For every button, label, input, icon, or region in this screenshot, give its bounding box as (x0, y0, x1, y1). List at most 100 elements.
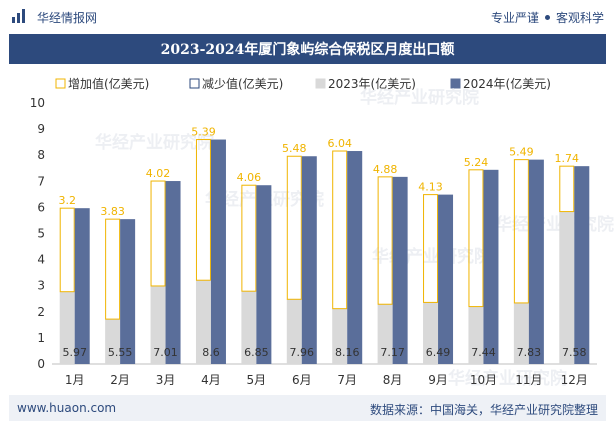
x-tick-label: 9月 (428, 373, 448, 387)
x-tick-label: 11月 (515, 373, 542, 387)
bar-2023 (468, 306, 484, 364)
bar-2023 (332, 308, 348, 364)
legend-label-1: 减少值(亿美元) (202, 76, 283, 91)
bar-2023 (559, 211, 575, 364)
y-tick-label: 3 (37, 279, 45, 293)
footer-source: 数据来源：中国海关，华经产业研究院整理 (369, 403, 598, 417)
bar-increase (150, 180, 166, 287)
bar-increase (559, 165, 575, 213)
value-2024-data-label: 7.96 (290, 346, 315, 359)
footer-website[interactable]: www.huaon.com (17, 401, 117, 415)
y-tick-label: 2 (37, 305, 45, 319)
increase-data-label: 4.13 (418, 181, 443, 194)
increase-data-label: 4.02 (146, 167, 171, 180)
legend-label-2: 2023年(亿美元) (328, 76, 416, 91)
y-tick-label: 8 (37, 148, 45, 162)
bar-2023 (59, 291, 75, 364)
increase-data-label: 5.49 (509, 146, 534, 159)
bar-2023 (423, 302, 439, 364)
bar-2024 (210, 139, 226, 364)
legend-swatch-1 (189, 78, 200, 89)
watermark-text: 华经产业研究院 (448, 368, 567, 389)
legend-swatch-2 (315, 78, 326, 89)
x-tick-label: 10月 (470, 373, 497, 387)
top-bar: 华经情报网 专业严谨 客观科学 (0, 0, 615, 34)
bar-2023 (241, 291, 257, 364)
bar-increase (377, 176, 393, 305)
slogan-left: 专业严谨 (490, 11, 539, 25)
bar-2024 (165, 181, 181, 364)
increase-data-label: 1.74 (555, 152, 580, 165)
value-2024-data-label: 5.97 (62, 346, 87, 359)
bar-2023 (513, 302, 529, 364)
y-tick-label: 10 (30, 96, 45, 110)
site-name[interactable]: 华经情报网 (37, 11, 98, 25)
y-tick-label: 6 (37, 200, 45, 214)
watermark-text: 华经产业研究院 (360, 87, 479, 108)
y-tick-label: 4 (37, 253, 45, 267)
watermark-text: 华经产业研究院 (372, 246, 491, 267)
value-2024-data-label: 8.16 (335, 346, 360, 359)
bar-increase (513, 159, 529, 304)
increase-data-label: 3.83 (100, 205, 125, 218)
y-tick-label: 0 (37, 357, 45, 371)
y-tick-label: 1 (37, 331, 45, 345)
bar-2024 (256, 185, 272, 364)
bar-2024 (483, 169, 499, 364)
value-2024-data-label: 7.83 (517, 346, 542, 359)
bar-2024 (74, 208, 90, 364)
value-2024-data-label: 7.58 (562, 346, 587, 359)
bar-increase (423, 194, 439, 303)
value-2024-data-label: 7.01 (153, 346, 178, 359)
x-tick-label: 2月 (110, 373, 130, 387)
x-tick-label: 4月 (201, 373, 221, 387)
bar-2023 (105, 319, 121, 364)
x-tick-label: 5月 (247, 373, 267, 387)
increase-data-label: 6.04 (327, 137, 352, 150)
x-tick-label: 7月 (337, 373, 357, 387)
bar-2023 (286, 299, 302, 364)
chart-title: 2023-2024年厦门象屿综合保税区月度出口额 (9, 34, 606, 64)
bar-2024 (301, 156, 317, 364)
bar-increase (332, 150, 348, 310)
bar-increase (241, 184, 257, 292)
watermark-text: 华经产业研究院 (495, 214, 614, 235)
x-tick-label: 6月 (292, 373, 312, 387)
x-tick-label: 1月 (65, 373, 85, 387)
value-2024-data-label: 6.49 (426, 346, 451, 359)
value-2024-data-label: 6.85 (244, 346, 269, 359)
increase-data-label: 4.88 (373, 163, 398, 176)
footer: www.huaon.com 数据来源：中国海关，华经产业研究院整理 (9, 395, 606, 421)
y-tick-label: 5 (37, 227, 45, 241)
increase-data-label: 3.2 (58, 194, 76, 207)
bar-2024 (392, 176, 408, 364)
x-tick-label: 12月 (561, 373, 588, 387)
bar-2024 (347, 151, 363, 364)
slogan: 专业严谨 客观科学 (491, 9, 604, 26)
increase-data-label: 4.06 (237, 171, 262, 184)
value-2024-data-label: 7.17 (380, 346, 405, 359)
slogan-dot (544, 15, 550, 20)
y-tick-label: 7 (37, 174, 45, 188)
x-tick-label: 8月 (383, 373, 403, 387)
x-tick-label: 3月 (156, 373, 176, 387)
legend-swatch-0 (55, 78, 66, 89)
bar-increase (286, 155, 302, 300)
legend-swatch-3 (450, 78, 461, 89)
bar-2023 (377, 304, 393, 364)
bar-2023 (150, 285, 166, 364)
watermark-text: 华经产业研究院 (95, 132, 214, 153)
bar-2023 (195, 280, 211, 364)
value-2024-data-label: 5.55 (108, 346, 133, 359)
bar-2024 (528, 159, 544, 364)
y-tick-label: 9 (37, 122, 45, 136)
legend-label-0: 增加值(亿美元) (68, 76, 149, 91)
bar-chart-icon (12, 9, 25, 23)
bar-increase (195, 139, 211, 281)
bar-increase (468, 169, 484, 308)
increase-data-label: 5.48 (282, 142, 307, 155)
value-2024-data-label: 8.6 (202, 346, 220, 359)
bar-2024 (438, 194, 454, 364)
